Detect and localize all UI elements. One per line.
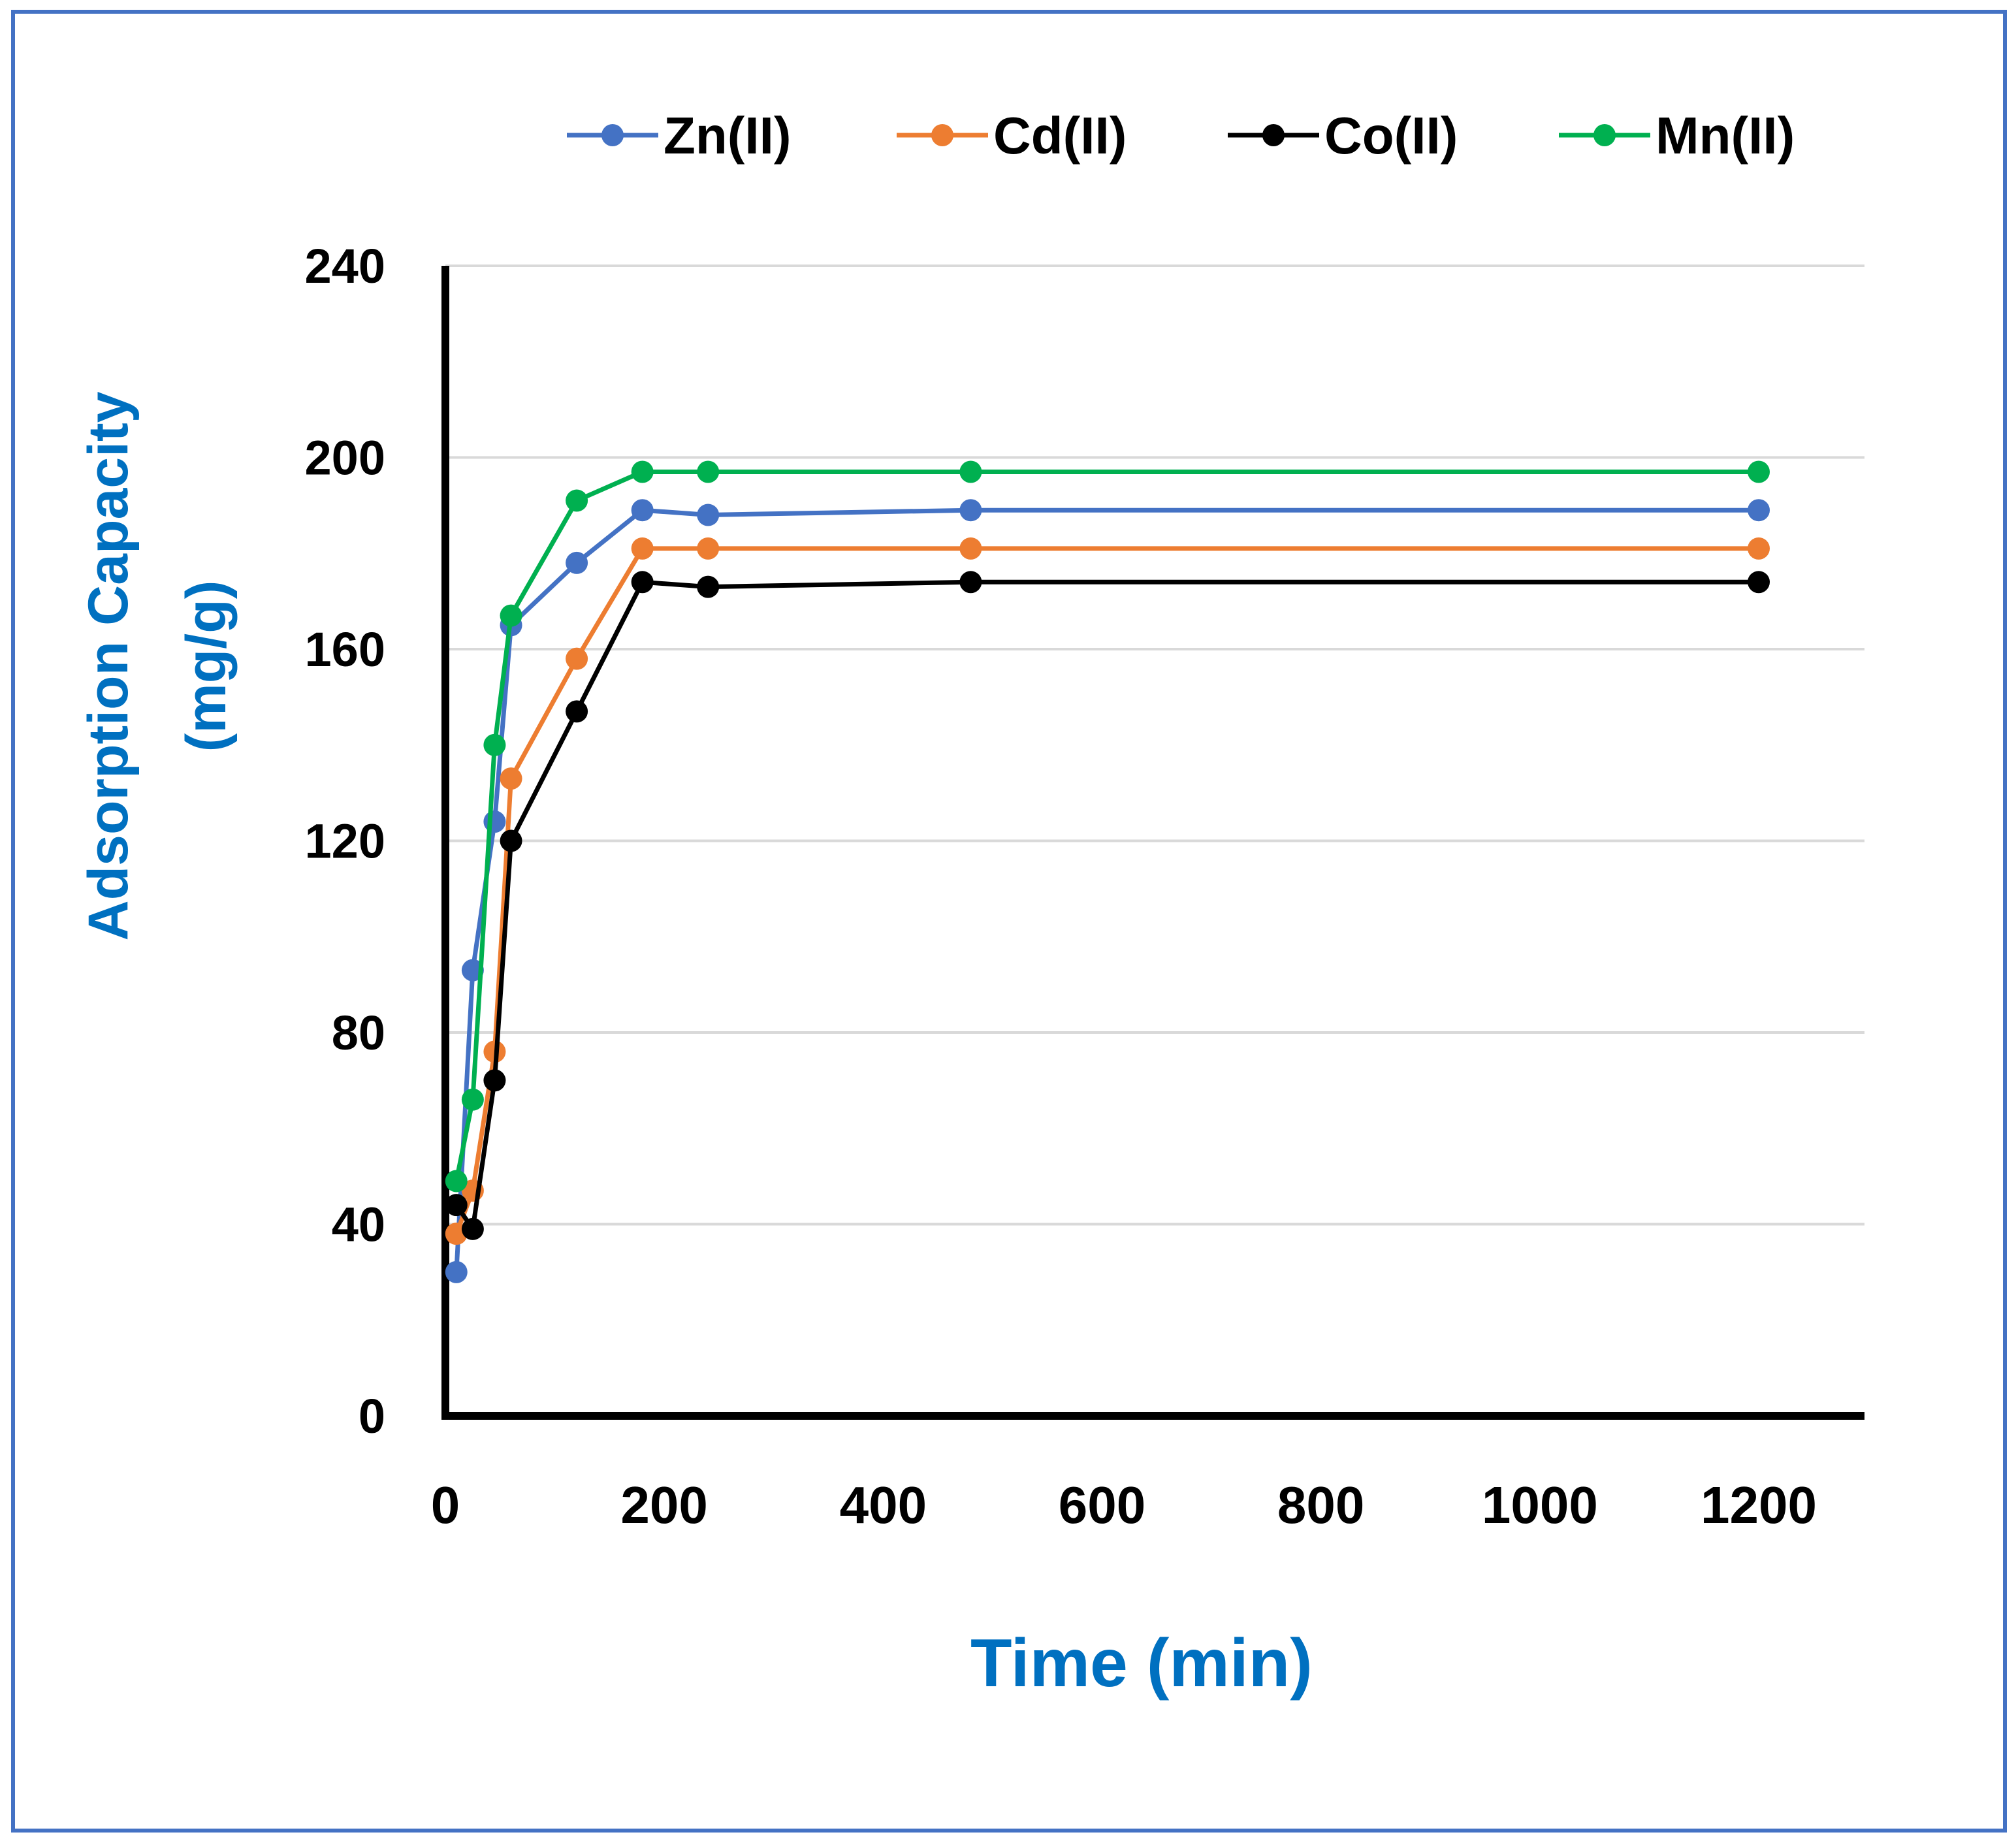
axes <box>441 266 1864 1420</box>
legend: Zn(II) Cd(II) Co(II) Mn(II) <box>567 106 1795 165</box>
legend-label: Co(II) <box>1324 106 1458 165</box>
legend-item-zn-ii: Zn(II) <box>567 106 791 165</box>
data-point-mn-ii <box>445 1170 468 1193</box>
data-point-co-ii <box>483 1069 506 1092</box>
legend-swatch-marker <box>1593 124 1616 146</box>
data-point-mn-ii <box>697 460 720 483</box>
y-tick-label: 120 <box>305 814 385 869</box>
data-point-cd-ii <box>566 647 588 670</box>
x-tick-label: 1200 <box>1701 1476 1817 1534</box>
y-tick-label: 200 <box>305 431 385 485</box>
data-point-cd-ii <box>1748 537 1770 560</box>
x-tick-label: 400 <box>840 1476 927 1534</box>
data-point-mn-ii <box>500 604 522 627</box>
legend-label: Zn(II) <box>664 106 791 165</box>
data-point-zn-ii <box>697 504 720 526</box>
legend-swatch-marker <box>601 124 624 146</box>
data-point-zn-ii <box>959 499 982 522</box>
x-tick-labels: 0 200 400 600 800 1000 1200 <box>431 1476 1817 1534</box>
y-axis-title: Adsorption Capacity (mg/g) <box>77 391 238 940</box>
data-point-cd-ii <box>500 767 522 790</box>
x-tick-label: 800 <box>1277 1476 1364 1534</box>
data-point-cd-ii <box>697 537 720 560</box>
data-point-zn-ii <box>445 1260 468 1283</box>
data-point-zn-ii <box>483 810 506 833</box>
x-tick-label: 600 <box>1059 1476 1145 1534</box>
data-point-zn-ii <box>566 551 588 574</box>
legend-item-co-ii: Co(II) <box>1228 106 1458 165</box>
legend-label: Cd(II) <box>993 106 1127 165</box>
legend-item-mn-ii: Mn(II) <box>1559 106 1795 165</box>
x-axis-title: Time (min) <box>970 1625 1313 1701</box>
data-point-mn-ii <box>631 460 654 483</box>
data-point-co-ii <box>1748 571 1770 594</box>
data-point-mn-ii <box>959 460 982 483</box>
data-point-co-ii <box>959 571 982 594</box>
x-tick-label: 200 <box>620 1476 707 1534</box>
y-tick-label: 80 <box>332 1006 385 1060</box>
chart-border <box>11 10 2007 1833</box>
data-point-co-ii <box>445 1194 468 1217</box>
data-point-co-ii <box>500 829 522 852</box>
data-point-mn-ii <box>566 489 588 512</box>
data-point-co-ii <box>697 575 720 598</box>
x-tick-label: 0 <box>431 1476 460 1534</box>
y-axis-title-line2: (mg/g) <box>175 581 238 752</box>
y-tick-label: 40 <box>332 1198 385 1252</box>
legend-item-cd-ii: Cd(II) <box>897 106 1127 165</box>
data-point-co-ii <box>631 571 654 594</box>
legend-swatch-marker <box>1262 124 1285 146</box>
legend-swatch-marker <box>931 124 953 146</box>
data-series <box>445 460 1770 1283</box>
data-point-mn-ii <box>461 1088 484 1111</box>
data-point-zn-ii <box>1748 499 1770 522</box>
legend-label: Mn(II) <box>1656 106 1795 165</box>
x-tick-label: 1000 <box>1482 1476 1598 1534</box>
data-point-co-ii <box>461 1217 484 1240</box>
gridlines <box>445 264 1864 1226</box>
data-point-cd-ii <box>959 537 982 560</box>
y-tick-label: 240 <box>305 239 385 293</box>
data-point-co-ii <box>566 700 588 723</box>
data-point-mn-ii <box>483 733 506 756</box>
y-tick-labels: 0 40 80 120 160 200 240 <box>305 239 385 1443</box>
y-axis-title-line1: Adsorption Capacity <box>77 391 140 940</box>
data-point-cd-ii <box>631 537 654 560</box>
y-tick-label: 160 <box>305 622 385 677</box>
data-point-mn-ii <box>1748 460 1770 483</box>
y-tick-label: 0 <box>359 1389 385 1443</box>
data-point-zn-ii <box>631 499 654 522</box>
